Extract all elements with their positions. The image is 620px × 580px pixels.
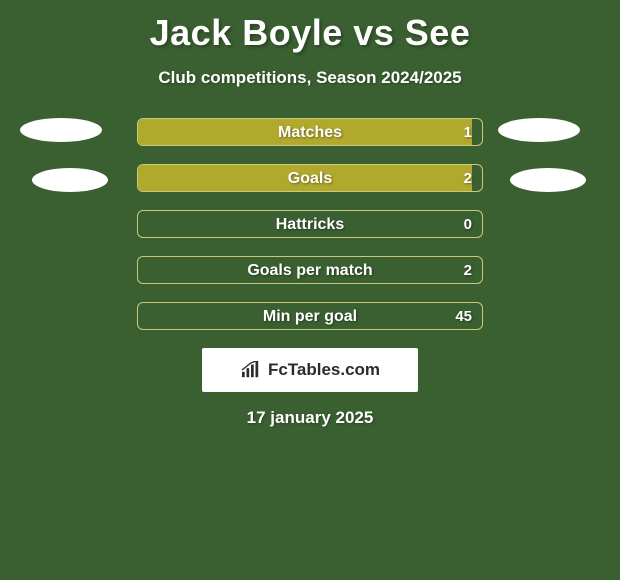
stat-value: 2 — [464, 257, 472, 283]
stat-value: 2 — [464, 165, 472, 191]
stat-bar-hattricks: Hattricks 0 — [137, 210, 483, 238]
stats-area: Matches 1 Goals 2 Hattricks 0 Goals per … — [0, 118, 620, 428]
stat-value: 0 — [464, 211, 472, 237]
stat-bar-goals: Goals 2 — [137, 164, 483, 192]
page-title: Jack Boyle vs See — [0, 0, 620, 54]
logo-box: FcTables.com — [202, 348, 418, 392]
stat-label: Goals — [138, 165, 482, 191]
logo: FcTables.com — [240, 360, 380, 380]
stat-bar-goals-per-match: Goals per match 2 — [137, 256, 483, 284]
ellipse-mid-left — [32, 168, 108, 192]
bar-chart-icon — [240, 361, 262, 379]
stat-value: 1 — [464, 119, 472, 145]
stat-label: Goals per match — [138, 257, 482, 283]
ellipse-top-right — [498, 118, 580, 142]
ellipse-mid-right — [510, 168, 586, 192]
stat-value: 45 — [455, 303, 472, 329]
stat-label: Matches — [138, 119, 482, 145]
stat-bar-matches: Matches 1 — [137, 118, 483, 146]
subtitle: Club competitions, Season 2024/2025 — [0, 68, 620, 88]
date-text: 17 january 2025 — [0, 408, 620, 428]
logo-label: FcTables.com — [268, 360, 380, 380]
ellipse-top-left — [20, 118, 102, 142]
stat-bar-min-per-goal: Min per goal 45 — [137, 302, 483, 330]
stat-label: Hattricks — [138, 211, 482, 237]
stat-label: Min per goal — [138, 303, 482, 329]
